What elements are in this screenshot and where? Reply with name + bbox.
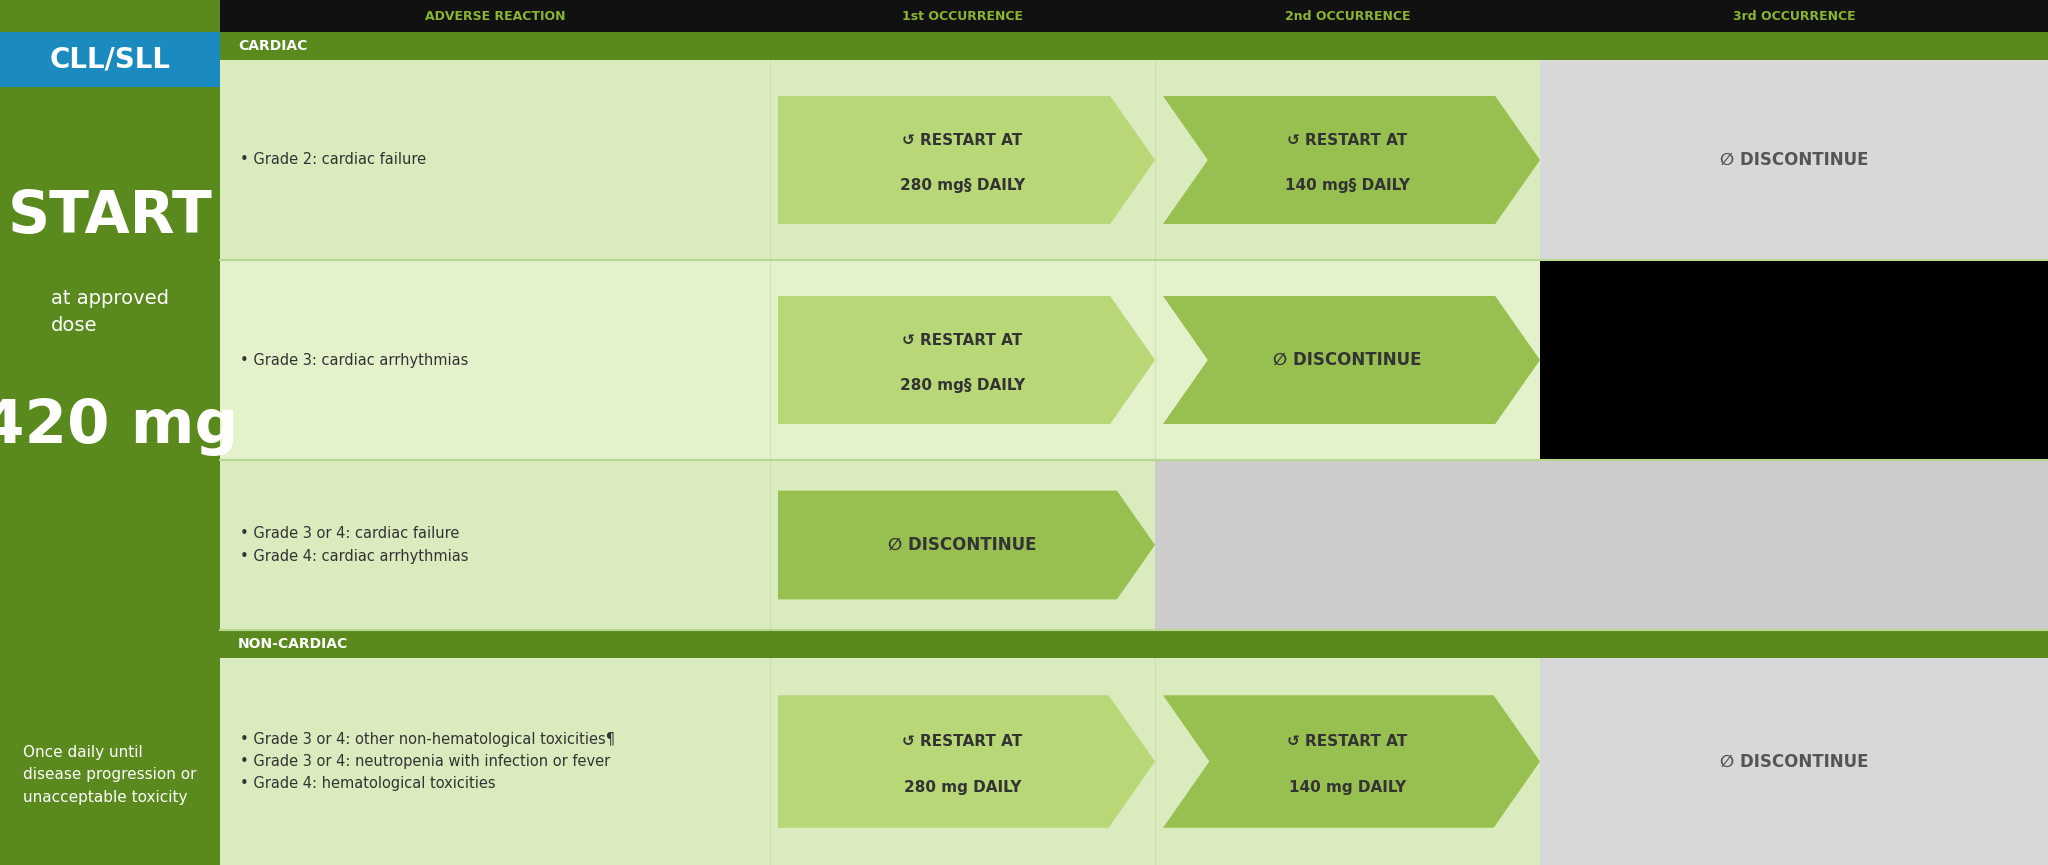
- Text: CLL/SLL: CLL/SLL: [49, 46, 170, 74]
- Text: 420 mg: 420 mg: [0, 398, 238, 457]
- Text: ∅ DISCONTINUE: ∅ DISCONTINUE: [1274, 351, 1421, 369]
- Bar: [1540, 658, 2048, 865]
- Bar: [219, 658, 2048, 865]
- Bar: [219, 0, 2048, 32]
- Text: ADVERSE REACTION: ADVERSE REACTION: [424, 10, 565, 22]
- Bar: [1155, 460, 1540, 630]
- Text: 280 mg§ DAILY: 280 mg§ DAILY: [899, 178, 1026, 193]
- Text: 280 mg DAILY: 280 mg DAILY: [903, 780, 1022, 796]
- Text: 1st OCCURRENCE: 1st OCCURRENCE: [901, 10, 1024, 22]
- Text: at approved
dose: at approved dose: [51, 289, 170, 335]
- Bar: [1540, 460, 2048, 630]
- Text: • Grade 3 or 4: other non-hematological toxicities¶
• Grade 3 or 4: neutropenia : • Grade 3 or 4: other non-hematological …: [240, 732, 614, 791]
- Text: ∅ DISCONTINUE: ∅ DISCONTINUE: [1720, 753, 1868, 771]
- Polygon shape: [778, 296, 1155, 424]
- Polygon shape: [778, 490, 1155, 599]
- Text: ↺ RESTART AT: ↺ RESTART AT: [1288, 734, 1407, 749]
- Bar: [219, 630, 2048, 658]
- Polygon shape: [778, 96, 1155, 224]
- Text: ↺ RESTART AT: ↺ RESTART AT: [903, 333, 1022, 349]
- Text: ↺ RESTART AT: ↺ RESTART AT: [903, 133, 1022, 148]
- Text: • Grade 3: cardiac arrhythmias: • Grade 3: cardiac arrhythmias: [240, 353, 469, 368]
- Polygon shape: [1163, 695, 1540, 828]
- Bar: [219, 460, 2048, 630]
- Text: 140 mg DAILY: 140 mg DAILY: [1288, 780, 1407, 796]
- Text: ↺ RESTART AT: ↺ RESTART AT: [903, 734, 1022, 749]
- Text: NON-CARDIAC: NON-CARDIAC: [238, 637, 348, 651]
- Polygon shape: [1163, 96, 1540, 224]
- Text: CARDIAC: CARDIAC: [238, 39, 307, 53]
- Bar: [1540, 60, 2048, 260]
- Text: START: START: [8, 189, 213, 246]
- Text: 2nd OCCURRENCE: 2nd OCCURRENCE: [1284, 10, 1411, 22]
- Text: • Grade 2: cardiac failure: • Grade 2: cardiac failure: [240, 152, 426, 168]
- Text: ∅ DISCONTINUE: ∅ DISCONTINUE: [889, 536, 1036, 554]
- Polygon shape: [778, 695, 1155, 828]
- Text: Once daily until
disease progression or
unacceptable toxicity: Once daily until disease progression or …: [23, 746, 197, 804]
- Bar: [1540, 260, 2048, 460]
- Bar: [0, 0, 219, 865]
- Bar: [219, 32, 2048, 60]
- Bar: [0, 32, 219, 87]
- Text: 3rd OCCURRENCE: 3rd OCCURRENCE: [1733, 10, 1855, 22]
- Text: ∅ DISCONTINUE: ∅ DISCONTINUE: [1720, 151, 1868, 169]
- Polygon shape: [1163, 296, 1540, 424]
- Text: ↺ RESTART AT: ↺ RESTART AT: [1288, 133, 1407, 148]
- Text: 140 mg§ DAILY: 140 mg§ DAILY: [1284, 178, 1409, 193]
- Text: • Grade 3 or 4: cardiac failure
• Grade 4: cardiac arrhythmias: • Grade 3 or 4: cardiac failure • Grade …: [240, 527, 469, 564]
- Bar: [219, 260, 2048, 460]
- Bar: [219, 60, 2048, 260]
- Text: 280 mg§ DAILY: 280 mg§ DAILY: [899, 378, 1026, 393]
